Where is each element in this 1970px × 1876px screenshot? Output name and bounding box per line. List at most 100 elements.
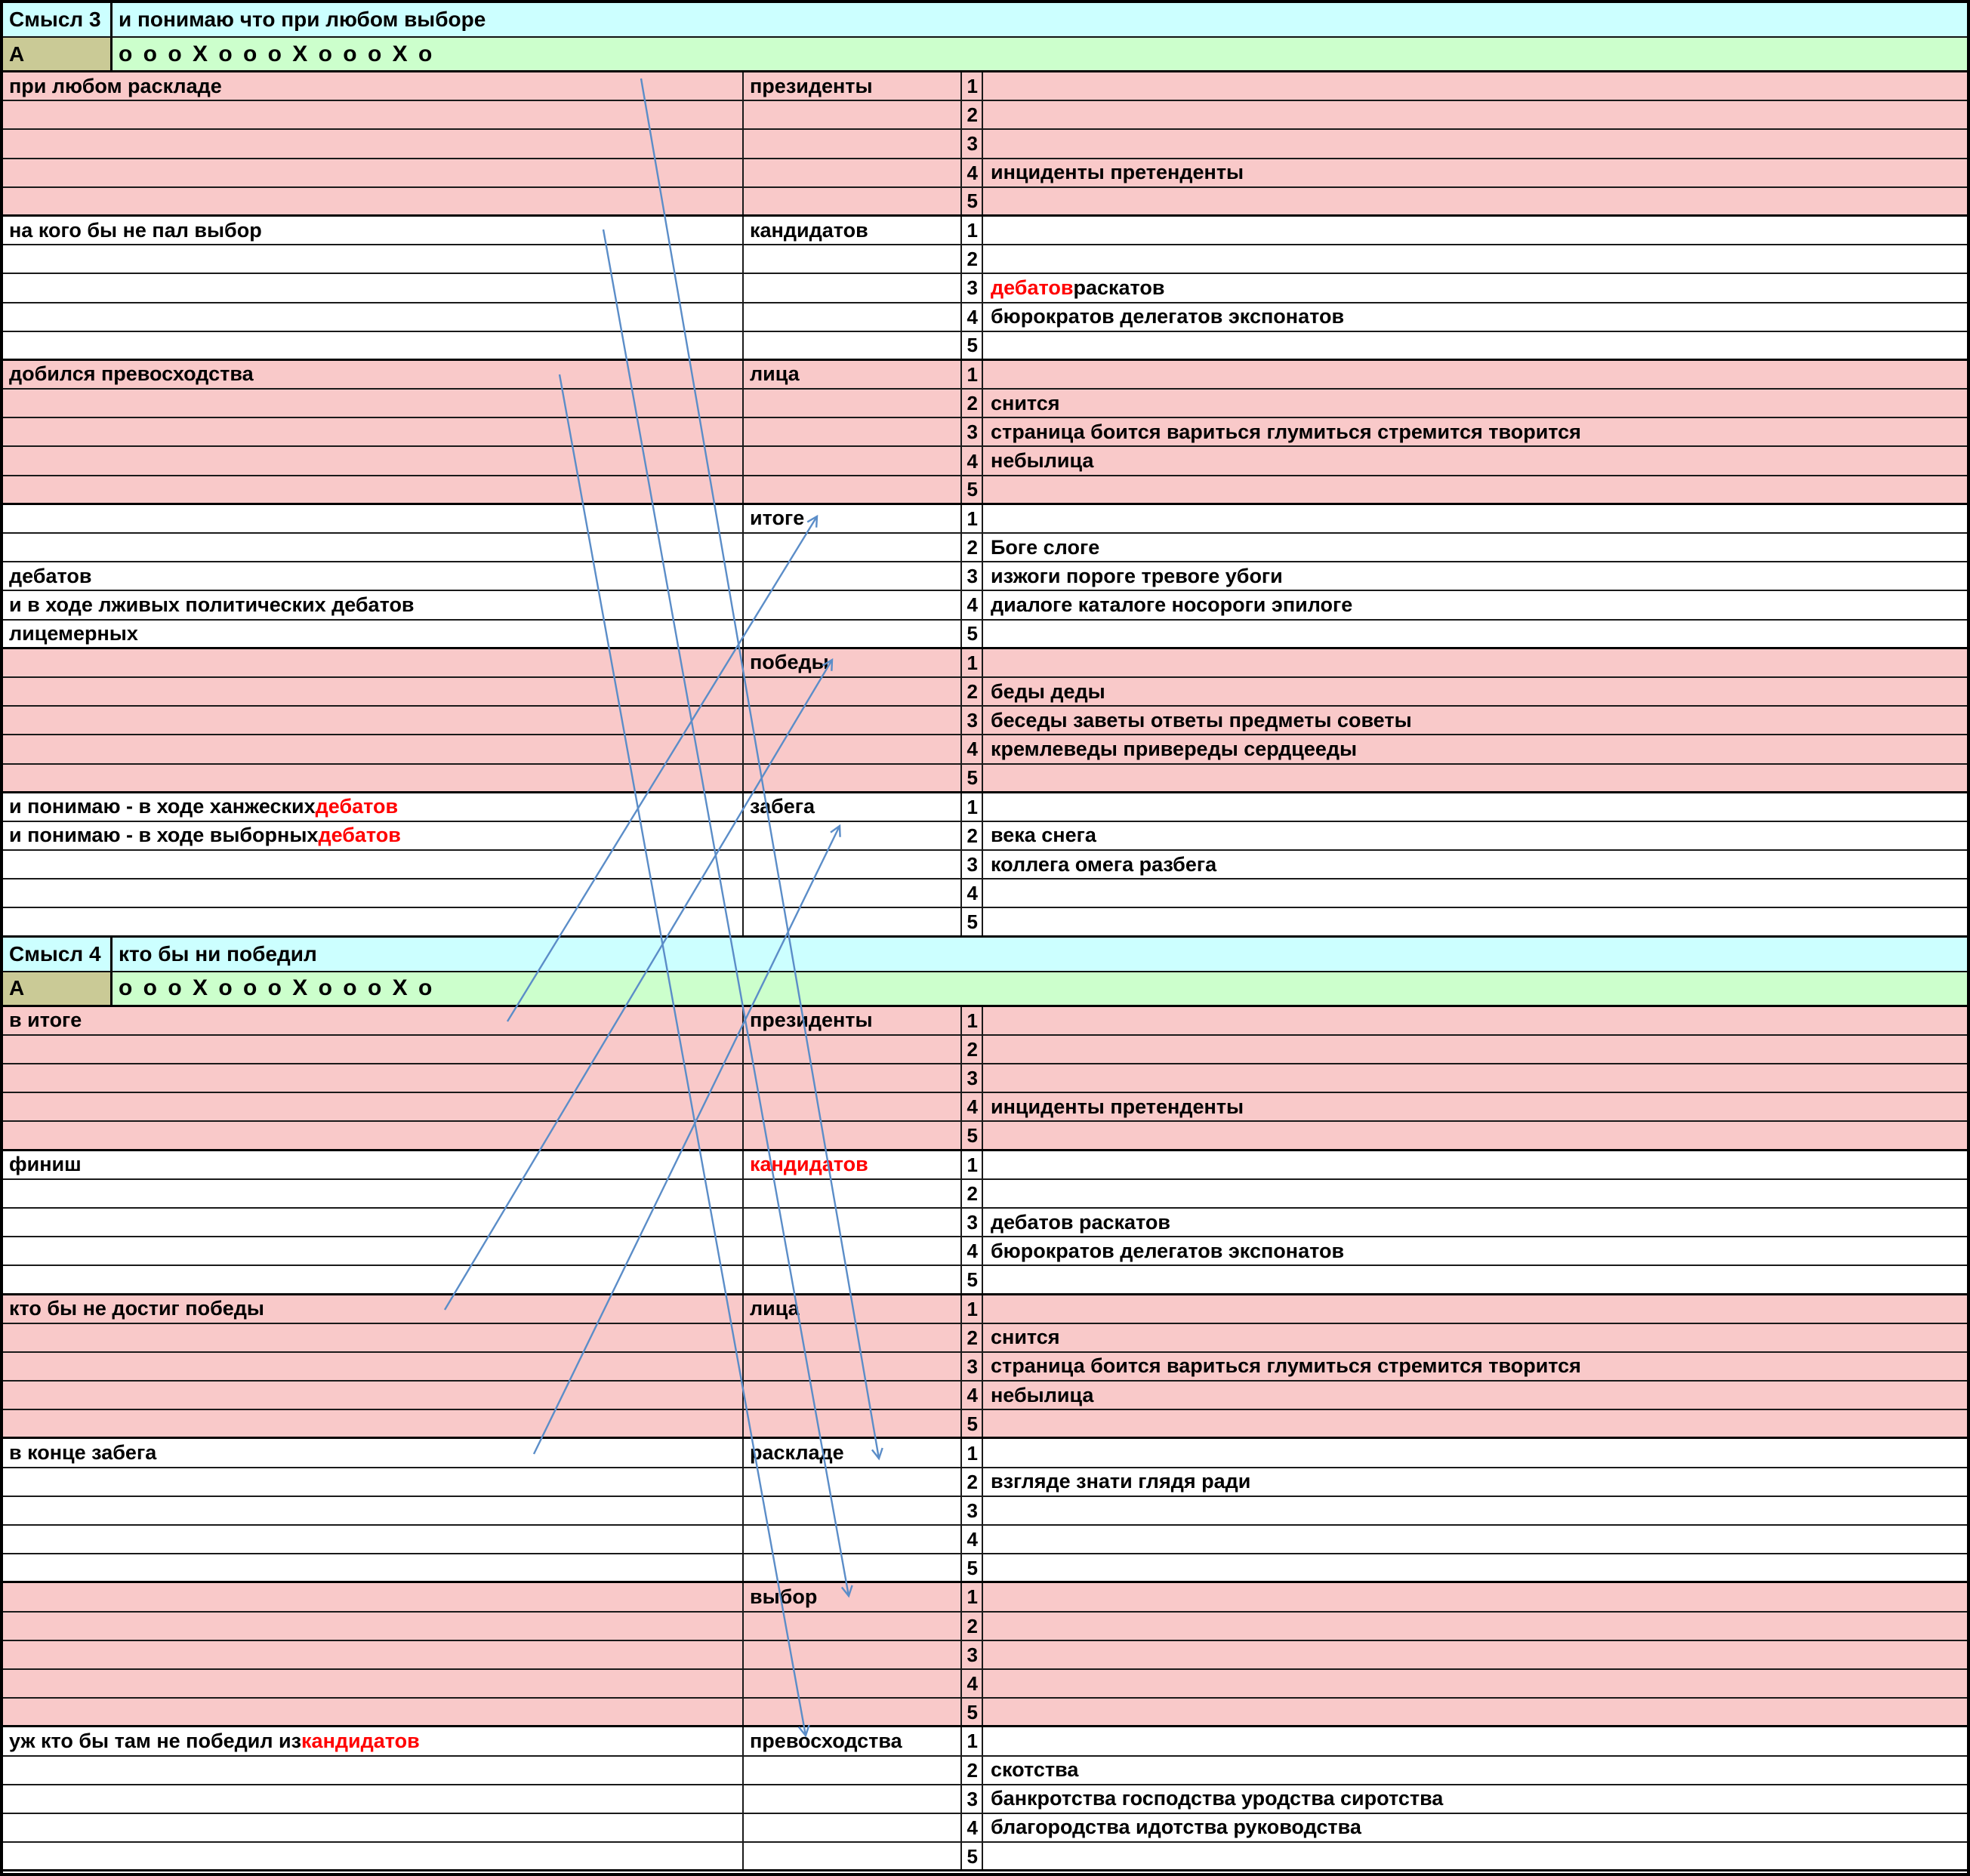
rhymes-cell[interactable] [983,1151,1967,1178]
keyword-cell[interactable] [744,1640,962,1668]
phrase-cell[interactable] [3,908,744,935]
line-number-cell[interactable]: 1 [962,504,983,532]
line-number-cell[interactable]: 5 [962,1410,983,1437]
rhymes-cell[interactable]: взгляде знати глядя ради [983,1468,1967,1496]
line-number-cell[interactable]: 3 [962,1208,983,1237]
keyword-cell[interactable] [744,1496,962,1524]
phrase-cell[interactable] [3,504,744,532]
keyword-cell[interactable] [744,1035,962,1063]
phrase-cell[interactable]: лицемерных [3,620,744,647]
phrase-cell[interactable]: на кого бы не пал выбор [3,216,744,245]
line-number-cell[interactable]: 1 [962,360,983,389]
keyword-cell[interactable] [744,1237,962,1265]
rhymes-cell[interactable] [983,1670,1967,1697]
phrase-cell[interactable] [3,1064,744,1092]
line-number-cell[interactable]: 2 [962,534,983,562]
phrase-cell[interactable] [3,1266,744,1293]
keyword-cell[interactable] [744,1468,962,1496]
phrase-cell[interactable] [3,245,744,273]
line-number-cell[interactable]: 5 [962,764,983,791]
phrase-cell[interactable]: в итоге [3,1006,744,1034]
phrase-cell[interactable] [3,1612,744,1640]
rhymes-cell[interactable]: Боге слоге [983,534,1967,561]
keyword-cell[interactable] [744,1612,962,1640]
rhymes-cell[interactable] [983,1641,1967,1668]
keyword-cell[interactable] [744,1208,962,1237]
line-number-cell[interactable]: 4 [962,1669,983,1698]
phrase-cell[interactable] [3,476,744,503]
rhymes-cell[interactable]: бюрократов делегатов экспонатов [983,303,1967,331]
keyword-cell[interactable] [744,1410,962,1437]
phrase-cell[interactable] [3,1208,744,1237]
section-title[interactable]: кто бы ни победил [119,941,317,966]
phrase-cell[interactable] [3,130,744,158]
keyword-cell[interactable]: итоге [744,504,962,532]
line-number-cell[interactable]: 4 [962,1813,983,1842]
rhymes-cell[interactable]: беседы заветы ответы предметы советы [983,707,1967,734]
phrase-cell[interactable] [3,418,744,446]
line-number-cell[interactable]: 3 [962,1496,983,1524]
rhymes-cell[interactable] [983,1007,1967,1034]
line-number-cell[interactable]: 2 [962,1179,983,1207]
rhymes-cell[interactable] [983,1526,1967,1553]
phrase-cell[interactable] [3,1785,744,1813]
line-number-cell[interactable]: 4 [962,879,983,907]
line-number-cell[interactable]: 5 [962,620,983,647]
phrase-cell[interactable] [3,447,744,475]
keyword-cell[interactable] [744,1266,962,1293]
phrase-cell[interactable] [3,1813,744,1842]
line-number-cell[interactable]: 1 [962,793,983,821]
section-title[interactable]: и понимаю что при любом выборе [119,8,486,31]
rhymes-cell[interactable]: коллега омега разбега [983,851,1967,878]
rhymes-cell[interactable] [983,1295,1967,1323]
phrase-cell[interactable] [3,1410,744,1437]
line-number-cell[interactable]: 1 [962,1583,983,1611]
keyword-cell[interactable]: президенты [744,72,962,100]
rhymes-cell[interactable] [983,72,1967,100]
rhymes-cell[interactable] [983,1410,1967,1437]
line-number-cell[interactable]: 4 [962,735,983,763]
rhymes-cell[interactable]: диалоге каталоге носороги эпилоге [983,591,1967,618]
phrase-cell[interactable] [3,187,744,214]
rhymes-cell[interactable] [983,245,1967,273]
keyword-cell[interactable] [744,534,962,562]
rhymes-cell[interactable]: благородства идотства руководства [983,1814,1967,1841]
keyword-cell[interactable] [744,390,962,417]
line-number-cell[interactable]: 5 [962,908,983,935]
keyword-cell[interactable] [744,274,962,302]
keyword-cell[interactable] [744,1785,962,1813]
keyword-cell[interactable] [744,620,962,647]
rhymes-cell[interactable] [983,1036,1967,1063]
keyword-cell[interactable] [744,677,962,706]
phrase-cell[interactable]: при любом раскладе [3,72,744,100]
phrase-cell[interactable] [3,534,744,562]
keyword-cell[interactable] [744,101,962,129]
line-number-cell[interactable]: 4 [962,1382,983,1409]
phrase-cell[interactable] [3,735,744,763]
phrase-cell[interactable] [3,1526,744,1554]
phrase-cell[interactable]: и понимаю - в ходе ханжеских дебатов [3,793,744,821]
line-number-cell[interactable]: 2 [962,1612,983,1640]
phrase-cell[interactable]: финиш [3,1151,744,1178]
rhymes-cell[interactable] [983,332,1967,359]
line-number-cell[interactable]: 1 [962,216,983,245]
rhymes-cell[interactable]: изжоги пороге тревоге убоги [983,562,1967,590]
section-label[interactable]: Смысл 4 [3,937,113,971]
rhymes-cell[interactable]: бюрократов делегатов экспонатов [983,1237,1967,1265]
phrase-cell[interactable] [3,390,744,417]
keyword-cell[interactable] [744,1526,962,1554]
phrase-cell[interactable] [3,1640,744,1668]
line-number-cell[interactable]: 5 [962,1843,983,1870]
phrase-cell[interactable] [3,1035,744,1063]
keyword-cell[interactable] [744,187,962,214]
line-number-cell[interactable]: 1 [962,1439,983,1467]
rhymes-cell[interactable]: снится [983,1324,1967,1351]
keyword-cell[interactable]: забега [744,793,962,821]
phrase-cell[interactable] [3,1843,744,1870]
line-number-cell[interactable]: 1 [962,1006,983,1034]
line-number-cell[interactable]: 3 [962,418,983,446]
phrase-cell[interactable] [3,1093,744,1121]
keyword-cell[interactable] [744,1093,962,1121]
phrase-cell[interactable] [3,303,744,331]
phrase-cell[interactable] [3,1382,744,1409]
